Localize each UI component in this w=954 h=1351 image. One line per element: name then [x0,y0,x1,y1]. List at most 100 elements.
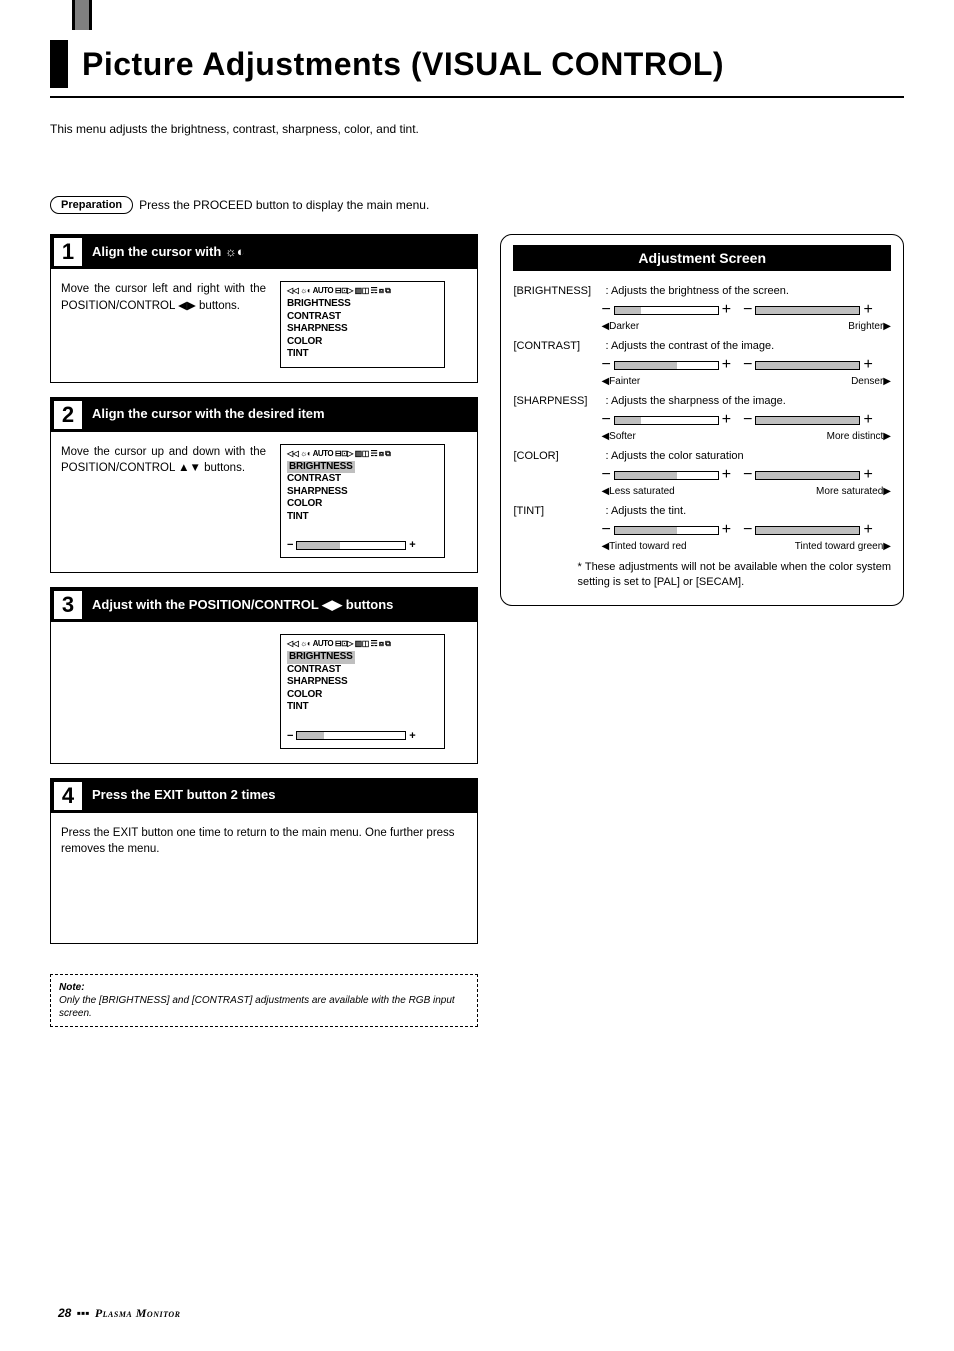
step-number: 1 [54,238,82,266]
legend-right: Denser▶ [851,376,891,387]
slider-track-left [614,471,719,480]
step-header: 3Adjust with the POSITION/CONTROL ◀▶ but… [51,588,477,622]
minus-icon: − [743,521,752,539]
legend-right: Brighter▶ [848,321,891,332]
note-box: Note:Only the [BRIGHTNESS] and [CONTRAST… [50,974,478,1027]
adjustment-name: [BRIGHTNESS] [513,285,601,297]
adjustment-sliders: −+−+ [601,301,891,319]
slider-fill [756,527,859,534]
legend-right: Tinted toward green▶ [795,541,891,552]
plus-icon: + [863,521,872,539]
slider-track-right [755,361,860,370]
osd-item: COLOR [287,498,438,511]
minus-icon: − [287,730,293,742]
adjustment-legends: ◀SofterMore distinct▶ [601,431,891,442]
step-body: ◁◁ ☼◐ AUTO ⊟⊡▷ ▥◫ ☴ ⧈ ⧉ BRIGHTNESSCONTRAS… [51,622,477,763]
adjustment-legends: ◀Less saturatedMore saturated▶ [601,486,891,497]
osd-item: TINT [287,701,438,714]
adjustment-description: : Adjusts the brightness of the screen. [605,285,788,297]
osd-item: SHARPNESS [287,676,438,689]
step-title: Align the cursor with the desired item [92,407,325,422]
step-box-2: 2 Align the cursor with the desired item M… [50,397,478,574]
osd-icon-row: ◁◁ ☼◐ AUTO ⊟⊡▷ ▥◫ ☴ ⧈ ⧉ [287,449,438,459]
adjustment-screen-box: Adjustment Screen [BRIGHTNESS] : Adjusts … [500,234,904,606]
title-accent [50,40,68,88]
plus-icon: + [722,466,731,484]
note-text: Only the [BRIGHTNESS] and [CONTRAST] adj… [59,995,455,1019]
adjustment-name: [COLOR] [513,450,601,462]
step-description: Move the cursor up and down with the POS… [61,444,266,559]
minus-icon: − [601,301,610,319]
slider-track-right [755,416,860,425]
step-box-3: 3Adjust with the POSITION/CONTROL ◀▶ but… [50,587,478,764]
legend-left: ◀Fainter [601,376,741,387]
plus-icon: + [863,356,872,374]
adjustment-description: : Adjusts the sharpness of the image. [605,395,785,407]
legend-right: More saturated▶ [816,486,891,497]
slider-track-right [755,526,860,535]
minus-icon: − [743,466,752,484]
osd-item: SHARPNESS [287,486,438,499]
adjustment-sliders: −+−+ [601,521,891,539]
step-number: 2 [54,401,82,429]
osd-slider: −+ [287,730,438,742]
adjustment-legends: ◀DarkerBrighter▶ [601,321,891,332]
osd-slider: −+ [287,539,438,551]
minus-icon: − [601,521,610,539]
step-header: 4Press the EXIT button 2 times [51,779,477,813]
osd-item: BRIGHTNESS [287,651,438,664]
osd-item: SHARPNESS [287,323,438,336]
slider-fill [756,307,859,314]
osd-item-highlighted: BRIGHTNESS [287,651,355,664]
adjustment-description: : Adjusts the color saturation [605,450,743,462]
adjustment-name: [TINT] [513,505,601,517]
adjustment-screen-title: Adjustment Screen [513,245,891,271]
slider-track [296,541,406,550]
osd-icon-row: ◁◁ ☼◐ AUTO ⊟⊡▷ ▥◫ ☴ ⧈ ⧉ [287,639,438,649]
left-column: 1 Align the cursor with ☼◐ Move the cursor… [50,234,478,1027]
adjustment-legends: ◀Fainter Denser▶ [601,376,891,387]
footer-page-number: 28 [58,1306,71,1320]
plus-icon: + [409,539,415,551]
plus-icon: + [722,521,731,539]
step-description: Press the EXIT button one time to return… [61,825,467,929]
slider-fill [615,417,641,424]
step-body: Move the cursor up and down with the POS… [51,432,477,573]
slider-track-left [614,361,719,370]
osd-item: BRIGHTNESS [287,298,438,311]
right-column: Adjustment Screen [BRIGHTNESS] : Adjusts … [500,234,904,606]
osd-item: BRIGHTNESS [287,461,438,474]
plus-icon: + [863,301,872,319]
osd-item: TINT [287,511,438,524]
adjustment-sliders: −+−+ [601,466,891,484]
step-description [61,634,266,749]
slider-track-left [614,526,719,535]
slider-fill [297,542,340,549]
slider-fill [615,307,641,314]
plus-icon: + [722,356,731,374]
page-content: Picture Adjustments (VISUAL CONTROL) Thi… [0,0,954,1057]
page-footer: 28 ▪▪▪ Plasma Monitor [58,1306,180,1321]
osd-item: CONTRAST [287,311,438,324]
preparation-badge: Preparation [50,196,133,214]
osd-panel: ◁◁ ☼◐ AUTO ⊟⊡▷ ▥◫ ☴ ⧈ ⧉ BRIGHTNESSCONTRAS… [280,634,445,749]
adjustment-description: : Adjusts the contrast of the image. [605,340,774,352]
osd-item: CONTRAST [287,664,438,677]
step-title: Press the EXIT button 2 times [92,788,276,803]
slider-fill [756,417,859,424]
step-title: Align the cursor with ☼◐ [92,245,245,260]
legend-left: ◀Tinted toward red [601,541,741,552]
adjustment-row: [BRIGHTNESS] : Adjusts the brightness of … [513,285,891,297]
slider-track [296,731,406,740]
adjustment-name: [CONTRAST] [513,340,601,352]
osd-panel: ◁◁ ☼◐ AUTO ⊟⊡▷ ▥◫ ☴ ⧈ ⧉BRIGHTNESSCONTRAS… [280,281,445,368]
step-box-1: 1 Align the cursor with ☼◐ Move the cursor… [50,234,478,383]
minus-icon: − [601,466,610,484]
adjustment-footnote: * These adjustments will not be availabl… [577,560,891,591]
footer-brand: Plasma Monitor [95,1306,181,1320]
plus-icon: + [863,411,872,429]
adjustment-sliders: −+−+ [601,411,891,429]
page-tab-marker [72,0,92,30]
step-body: Move the cursor left and right with the … [51,269,477,382]
osd-item: COLOR [287,336,438,349]
